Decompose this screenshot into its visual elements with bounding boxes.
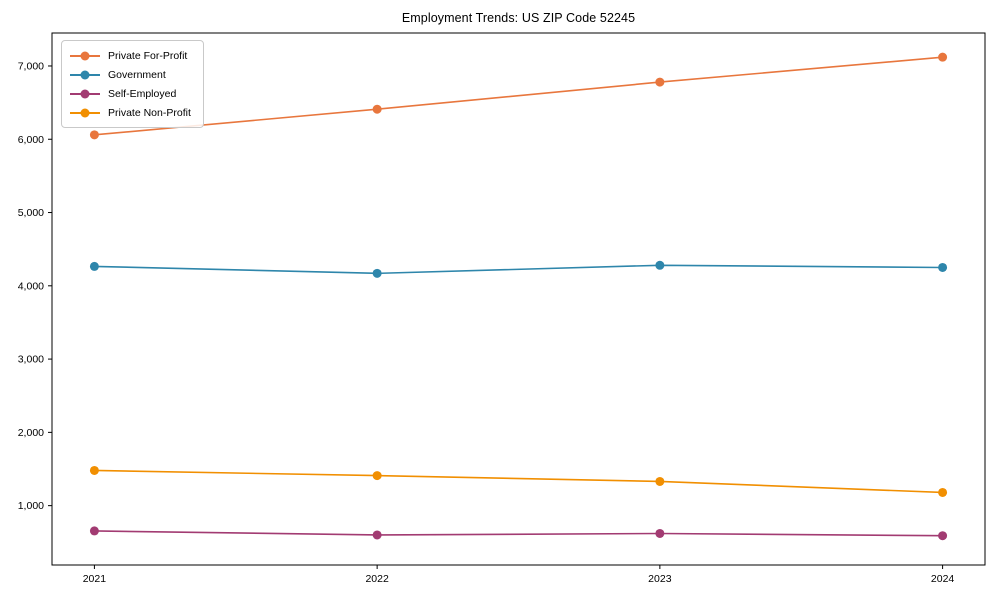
y-tick-label: 7,000 [18, 60, 44, 72]
x-tick-label: 2023 [648, 573, 672, 585]
legend-marker-icon [70, 89, 100, 99]
data-point-self-employed-2021 [89, 526, 99, 536]
data-point-private-for-profit-2023 [655, 77, 665, 87]
x-tick-label: 2021 [83, 573, 107, 585]
y-tick-label: 2,000 [18, 427, 44, 439]
series-private-for-profit [89, 52, 948, 140]
data-point-self-employed-2024 [938, 531, 948, 541]
data-point-private-non-profit-2022 [372, 471, 382, 481]
legend-label: Self-Employed [108, 87, 177, 100]
legend-item-government: Government [70, 67, 191, 82]
series-line-government [93, 264, 944, 275]
legend-item-private-non-profit: Private Non-Profit [70, 105, 191, 120]
legend-item-self-employed: Self-Employed [70, 86, 191, 101]
y-tick-label: 4,000 [18, 280, 44, 292]
data-point-self-employed-2023 [655, 528, 665, 538]
y-tick-label: 5,000 [18, 207, 44, 219]
data-point-private-for-profit-2022 [372, 104, 382, 114]
y-tick-label: 6,000 [18, 134, 44, 146]
series-government [89, 260, 948, 278]
legend-marker-icon [70, 108, 100, 118]
x-tick-label: 2022 [365, 573, 389, 585]
y-tick-label: 3,000 [18, 354, 44, 366]
data-point-government-2024 [938, 262, 948, 272]
data-point-private-non-profit-2024 [938, 487, 948, 497]
axes-box [51, 32, 986, 566]
series-private-non-profit [89, 465, 948, 497]
data-point-government-2023 [655, 260, 665, 270]
data-point-self-employed-2022 [372, 530, 382, 540]
legend-label: Private For-Profit [108, 49, 188, 62]
data-point-government-2022 [372, 268, 382, 278]
data-point-private-non-profit-2023 [655, 476, 665, 486]
legend: Private For-Profit Government Self-Employe… [61, 40, 204, 128]
series-line-private-for-profit [93, 56, 944, 136]
data-point-private-for-profit-2024 [938, 52, 948, 62]
data-point-government-2021 [89, 261, 99, 271]
y-tick-label: 1,000 [18, 500, 44, 512]
series-line-private-non-profit [93, 469, 944, 494]
legend-label: Private Non-Profit [108, 106, 191, 119]
legend-marker-icon [70, 70, 100, 80]
series-self-employed [89, 526, 948, 541]
x-tick-label: 2024 [931, 573, 955, 585]
data-point-private-non-profit-2021 [89, 465, 99, 475]
legend-marker-icon [70, 51, 100, 61]
legend-item-private-for-profit: Private For-Profit [70, 48, 191, 63]
data-point-private-for-profit-2021 [89, 130, 99, 140]
series-line-self-employed [93, 530, 944, 537]
chart-title: Employment Trends: US ZIP Code 52245 [401, 11, 636, 25]
legend-label: Government [108, 68, 166, 81]
